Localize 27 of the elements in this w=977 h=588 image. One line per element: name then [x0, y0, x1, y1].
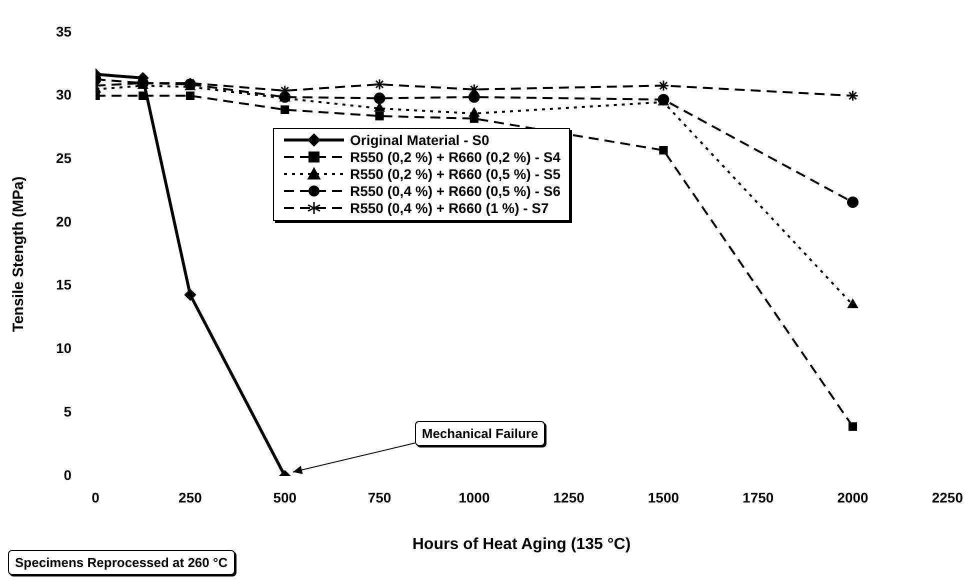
x-tick-label: 1000	[458, 489, 490, 506]
legend-label: R550 (0,2 %) + R660 (0,5 %) - S5	[350, 166, 560, 183]
x-tick-label: 1500	[648, 489, 680, 506]
legend-label: R550 (0,4 %) + R660 (1 %) - S7	[350, 200, 549, 217]
y-tick-label: 35	[56, 23, 72, 40]
x-tick-label: 250	[178, 489, 202, 506]
y-tick-label: 0	[64, 466, 72, 483]
y-tick-label: 25	[56, 150, 72, 166]
x-tick-label: 750	[368, 489, 392, 506]
text: Specimens Reprocessed at 260 °C	[8, 550, 235, 575]
x-axis-title: Hours of Heat Aging (135 °C)	[412, 536, 631, 553]
legend-label: Original Material - S0	[350, 132, 490, 149]
y-tick-label: 20	[56, 213, 72, 230]
legend-label: R550 (0,2 %) + R660 (0,2 %) - S4	[350, 148, 560, 166]
x-tick-label: 1250	[553, 489, 585, 506]
x-tick-label: 500	[273, 489, 297, 506]
y-tick-label: 15	[56, 276, 72, 293]
x-tick-label: 0	[92, 489, 100, 506]
y-tick-label: 30	[56, 86, 72, 103]
x-tick-label: 2250	[932, 489, 964, 506]
annotation: Mechanical Failure	[414, 421, 546, 446]
y-tick-label: 10	[56, 340, 72, 356]
legend-label: R550 (0,4 %) + R660 (0,5 %) - S6	[350, 182, 560, 200]
x-tick-label: 1750	[742, 489, 774, 506]
y-tick-label: 5	[64, 403, 72, 420]
y-axis-title: Tensile Stength (MPa)	[10, 176, 28, 332]
x-tick-label: 2000	[837, 489, 869, 506]
